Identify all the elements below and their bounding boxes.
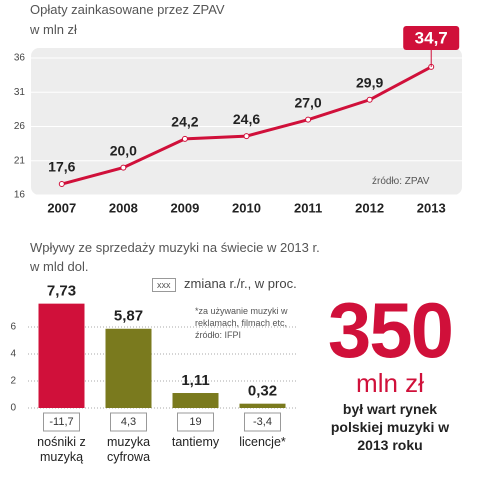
chart-subtitle: w mld dol. — [30, 259, 89, 274]
change-box — [177, 412, 214, 432]
value-label: 7,73 — [47, 283, 76, 300]
x-tick-label: 2012 — [355, 200, 384, 215]
bar — [105, 328, 152, 408]
x-tick-label: tantiemy — [171, 435, 220, 449]
point — [243, 133, 250, 140]
x-tick-label: licencje* — [239, 435, 286, 449]
value-label: 24,6 — [233, 111, 260, 127]
y-tick-label: 16 — [14, 190, 26, 201]
point — [58, 181, 65, 188]
x-tick-label: 2008 — [109, 200, 138, 215]
value-label: 34,7 — [415, 28, 448, 47]
x-tick-label: 2011 — [294, 200, 322, 215]
y-tick-label: 31 — [14, 87, 26, 98]
value-label: 5,87 — [114, 308, 143, 325]
highlight-box — [403, 26, 460, 50]
callout-number: 350 — [327, 286, 454, 374]
chart-subtitle: w mln zł — [30, 22, 77, 37]
callout-unit: mln zł — [356, 368, 424, 398]
point — [305, 116, 312, 123]
note: *za używanie muzyki w reklamach, filmach… — [195, 306, 288, 340]
chart-title: Opłaty zainkasowane przez ZPAV — [30, 2, 225, 17]
change-box — [110, 412, 147, 432]
x-tick-label: 2010 — [232, 200, 261, 215]
y-tick-label: 26 — [14, 121, 26, 132]
x-tick-label: 2013 — [417, 200, 446, 215]
point — [366, 96, 373, 103]
y-tick-label: 36 — [14, 53, 26, 64]
bar — [172, 393, 219, 408]
callout-text: był wart rynek polskiej muzyki w 2013 ro… — [330, 401, 450, 453]
change-box — [244, 412, 281, 432]
value-label: 27,0 — [294, 94, 321, 110]
value-label: 0,32 — [248, 383, 277, 400]
x-tick-label: 2009 — [170, 200, 199, 215]
bar — [239, 403, 286, 408]
y-tick-label: 21 — [14, 155, 26, 166]
source: źródło: ZPAV — [372, 176, 430, 187]
value-label: 1,11 — [181, 372, 209, 389]
legend-sample: xxx — [152, 278, 176, 292]
plot-background — [31, 48, 462, 195]
y-tick-label: 6 — [10, 322, 16, 333]
change-label: -11,7 — [49, 416, 73, 428]
change-label: 19 — [189, 416, 201, 428]
point — [181, 135, 188, 142]
value-label: 24,2 — [171, 114, 198, 130]
change-label: -3,4 — [253, 416, 272, 428]
point — [120, 164, 127, 171]
value-label: 29,9 — [356, 74, 383, 90]
chart-title: Wpływy ze sprzedaży muzyki na świecie w … — [30, 240, 320, 255]
value-label: 17,6 — [48, 159, 75, 175]
bar — [38, 303, 85, 408]
y-tick-label: 2 — [10, 376, 16, 387]
x-tick-label: muzyka cyfrowa — [106, 435, 151, 464]
y-tick-label: 0 — [10, 403, 16, 414]
change-box — [43, 412, 80, 432]
change-label: 4,3 — [121, 416, 136, 428]
y-tick-label: 4 — [10, 349, 16, 360]
x-tick-label: 2007 — [47, 200, 76, 215]
value-label: 20,0 — [110, 142, 137, 158]
x-tick-label: nośniki z muzyką — [37, 435, 86, 464]
legend-label: zmiana r./r., w proc. — [184, 276, 297, 291]
